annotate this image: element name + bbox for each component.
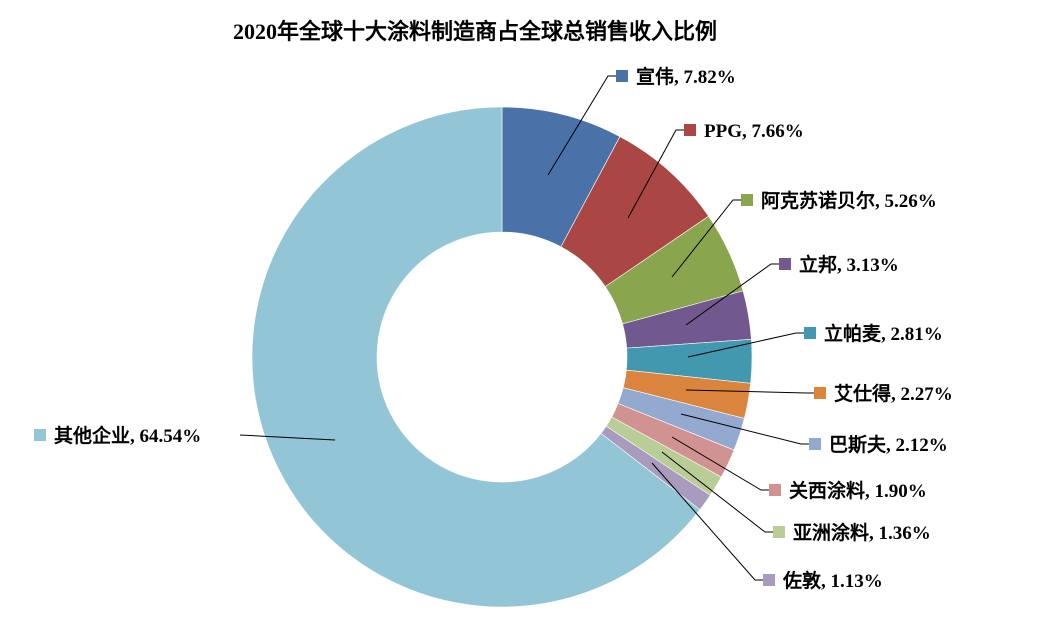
data-label-2: PPG, 7.66% xyxy=(704,121,804,142)
leader-line-6 xyxy=(685,389,814,394)
data-label-11: 其他企业, 64.54% xyxy=(54,424,201,447)
data-label-9: 亚洲涂料, 1.36% xyxy=(793,521,931,544)
leader-line-8 xyxy=(671,436,769,491)
label-marker-5 xyxy=(804,327,816,339)
label-marker-11 xyxy=(34,429,46,441)
data-label-3: 阿克苏诺贝尔, 5.26% xyxy=(761,189,937,212)
leader-line-5 xyxy=(687,332,804,358)
label-marker-4 xyxy=(779,258,791,270)
data-label-8: 关西涂料, 1.90% xyxy=(789,479,927,502)
leader-line-11 xyxy=(239,434,336,441)
data-label-1: 宣伟, 7.82% xyxy=(636,65,736,88)
data-label-4: 立邦, 3.13% xyxy=(799,253,899,276)
data-label-7: 巴斯夫, 2.12% xyxy=(829,433,948,456)
slice-11 xyxy=(251,106,701,608)
chart-title: 2020年全球十大涂料制造商占全球总销售收入比例 xyxy=(232,19,717,44)
leader-line-2 xyxy=(627,129,684,219)
data-label-5: 立帕麦, 2.81% xyxy=(824,322,943,345)
leader-line-10 xyxy=(651,462,763,581)
data-label-10: 佐敦, 1.13% xyxy=(782,569,883,592)
leader-line-7 xyxy=(680,413,809,445)
data-label-6: 艾仕得, 2.27% xyxy=(834,382,953,405)
label-marker-8 xyxy=(769,484,781,496)
leader-line-1 xyxy=(547,75,616,176)
label-marker-2 xyxy=(684,124,696,136)
label-marker-6 xyxy=(814,387,826,399)
label-marker-1 xyxy=(616,70,628,82)
leader-line-3 xyxy=(671,199,741,278)
label-marker-10 xyxy=(763,574,775,586)
leader-line-9 xyxy=(661,451,773,533)
label-marker-3 xyxy=(741,194,753,206)
leader-line-4 xyxy=(685,263,779,326)
label-marker-7 xyxy=(809,438,821,450)
label-marker-9 xyxy=(773,526,785,538)
